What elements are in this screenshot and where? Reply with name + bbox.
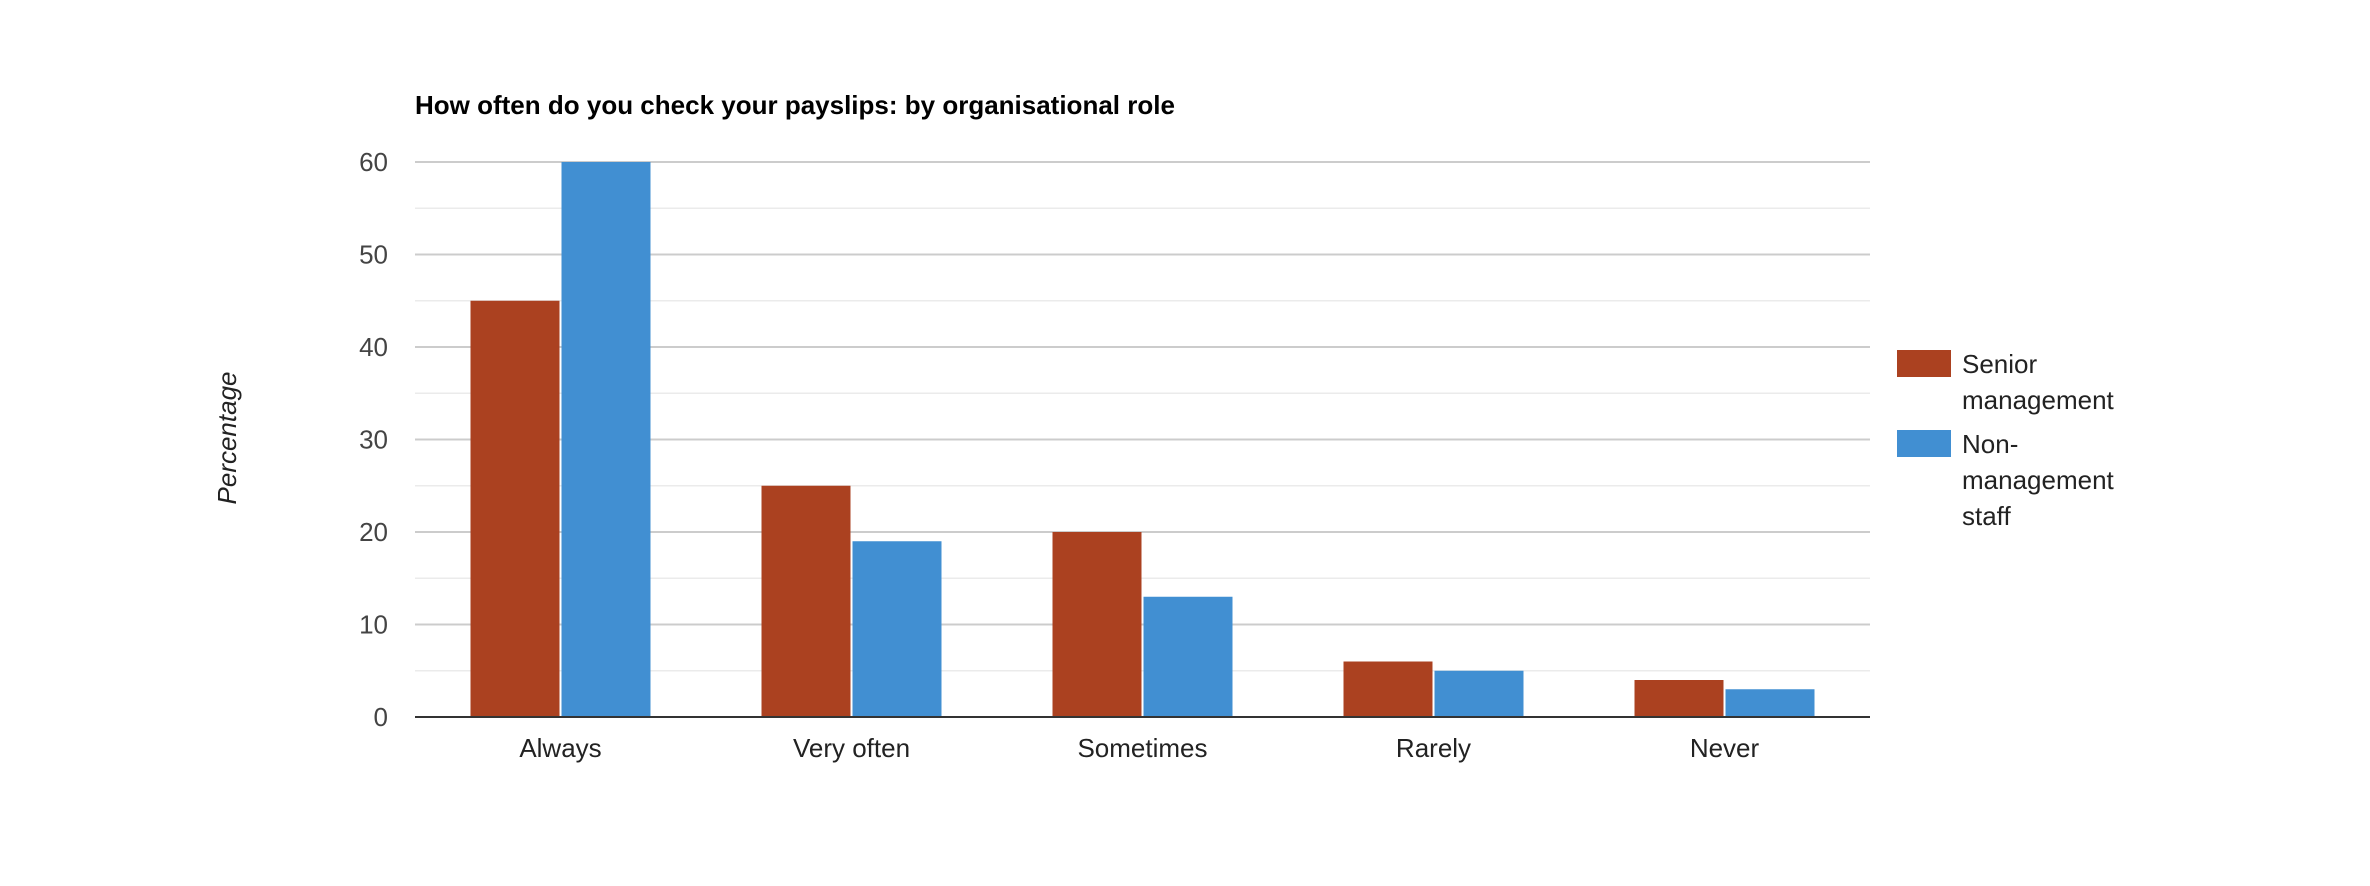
y-axis-ticks: 0 10 20 30 40 50 60: [359, 147, 388, 732]
bar: [1343, 661, 1433, 717]
legend-swatch: [1897, 430, 1951, 457]
legend-label: Non-management staff: [1962, 429, 2115, 531]
bar: [1143, 596, 1233, 717]
x-category-label: Sometimes: [1077, 733, 1207, 763]
bar: [1052, 532, 1142, 717]
y-tick-label: 30: [359, 425, 388, 455]
bar: [1434, 670, 1524, 717]
chart-title: How often do you check your payslips: by…: [415, 90, 1175, 120]
legend-swatch: [1897, 350, 1951, 377]
y-tick-label: 0: [374, 702, 388, 732]
bar: [761, 485, 851, 717]
bar: [1634, 680, 1724, 717]
x-axis-categories: Always Very often Sometimes Rarely Never: [519, 733, 1759, 763]
legend-label: Senior management: [1962, 349, 2115, 415]
y-axis-title: Percentage: [212, 372, 242, 505]
y-tick-label: 10: [359, 610, 388, 640]
gridlines: [415, 161, 1870, 672]
bar: [561, 162, 651, 717]
legend: Senior management Non-management staff: [1897, 349, 2115, 531]
bar: [852, 541, 942, 717]
bar: [470, 300, 560, 717]
x-category-label: Very often: [793, 733, 910, 763]
bar: [1725, 689, 1815, 717]
bars: [470, 162, 1815, 717]
y-tick-label: 60: [359, 147, 388, 177]
y-tick-label: 40: [359, 332, 388, 362]
x-category-label: Rarely: [1396, 733, 1471, 763]
y-tick-label: 50: [359, 240, 388, 270]
x-category-label: Always: [519, 733, 601, 763]
y-tick-label: 20: [359, 517, 388, 547]
x-category-label: Never: [1690, 733, 1760, 763]
